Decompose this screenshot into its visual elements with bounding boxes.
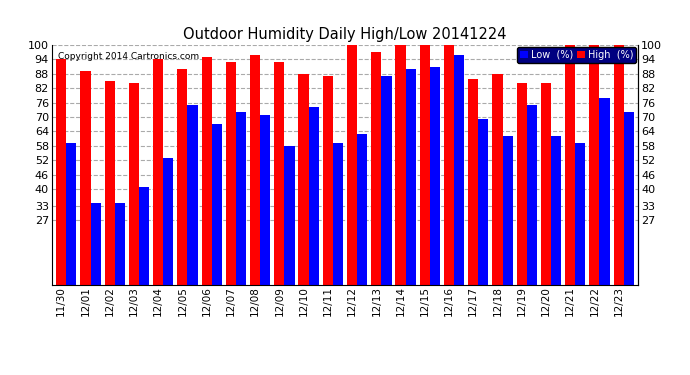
Bar bbox=[624, 112, 634, 285]
Bar bbox=[139, 187, 149, 285]
Bar bbox=[575, 143, 585, 285]
Bar bbox=[212, 124, 222, 285]
Bar bbox=[201, 57, 212, 285]
Bar bbox=[406, 69, 416, 285]
Bar bbox=[420, 45, 430, 285]
Bar bbox=[382, 76, 391, 285]
Bar bbox=[478, 119, 489, 285]
Text: Copyright 2014 Cartronics.com: Copyright 2014 Cartronics.com bbox=[58, 52, 199, 61]
Title: Outdoor Humidity Daily High/Low 20141224: Outdoor Humidity Daily High/Low 20141224 bbox=[184, 27, 506, 42]
Bar bbox=[129, 83, 139, 285]
Bar bbox=[56, 59, 66, 285]
Bar bbox=[105, 81, 115, 285]
Bar bbox=[541, 83, 551, 285]
Legend: Low  (%), High  (%): Low (%), High (%) bbox=[518, 47, 636, 63]
Bar bbox=[164, 158, 173, 285]
Bar bbox=[90, 203, 101, 285]
Bar bbox=[323, 76, 333, 285]
Bar bbox=[613, 45, 624, 285]
Bar bbox=[284, 146, 295, 285]
Bar bbox=[551, 136, 561, 285]
Bar bbox=[444, 45, 454, 285]
Bar bbox=[274, 62, 284, 285]
Bar bbox=[260, 115, 270, 285]
Bar bbox=[357, 134, 367, 285]
Bar bbox=[177, 69, 188, 285]
Bar bbox=[236, 112, 246, 285]
Bar bbox=[299, 74, 308, 285]
Bar bbox=[66, 143, 77, 285]
Bar bbox=[308, 107, 319, 285]
Bar bbox=[468, 79, 478, 285]
Bar bbox=[565, 45, 575, 285]
Bar bbox=[333, 143, 343, 285]
Bar bbox=[589, 45, 600, 285]
Bar bbox=[371, 52, 382, 285]
Bar bbox=[153, 59, 164, 285]
Bar bbox=[502, 136, 513, 285]
Bar bbox=[395, 45, 406, 285]
Bar bbox=[250, 55, 260, 285]
Bar bbox=[347, 45, 357, 285]
Bar bbox=[226, 62, 236, 285]
Bar bbox=[600, 98, 610, 285]
Bar bbox=[430, 67, 440, 285]
Bar bbox=[188, 105, 197, 285]
Bar bbox=[493, 74, 502, 285]
Bar bbox=[454, 55, 464, 285]
Bar bbox=[115, 203, 125, 285]
Bar bbox=[80, 71, 90, 285]
Bar bbox=[526, 105, 537, 285]
Bar bbox=[517, 83, 526, 285]
